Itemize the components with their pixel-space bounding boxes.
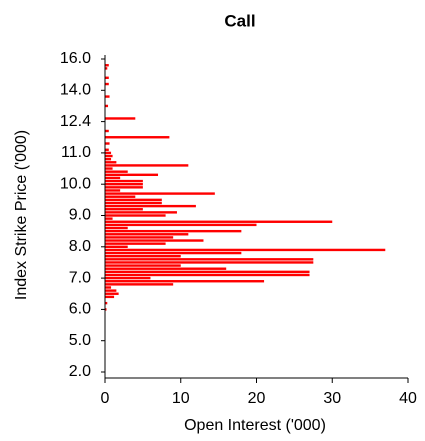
y-axis-title: Index Strike Price ('000) [13,130,30,300]
bar [105,226,128,230]
bar [105,211,177,214]
x-tick-label: 40 [399,390,417,407]
bar [105,267,227,270]
bar [105,220,333,223]
bar [105,95,110,98]
y-tick-label: 10.0 [60,175,91,192]
bar [105,167,113,170]
y-tick-label: 5.0 [69,332,91,349]
bar [105,229,242,233]
bar [105,164,189,167]
bar [105,183,143,186]
x-tick-label: 30 [323,390,341,407]
bar [105,76,109,79]
bar [105,104,109,108]
bar [105,67,108,70]
bar [105,242,166,245]
bar [105,280,265,283]
bar [105,161,117,164]
bar [105,208,143,211]
bar [105,301,108,305]
y-tick-label: 11.0 [61,144,91,161]
y-tick-label: 8.0 [69,238,91,255]
bar [105,157,112,161]
bar [105,289,117,292]
bar [105,308,107,311]
x-tick-label: 20 [248,390,266,407]
bar [105,245,128,248]
bar [105,189,121,192]
bar [105,204,196,208]
bar [105,136,170,139]
x-tick-label: 0 [101,390,110,407]
bar [105,148,109,151]
x-axis-title: Open Interest ('000) [184,417,326,434]
y-tick-label: 9.0 [69,207,91,224]
bar [105,239,204,242]
bar [105,270,310,274]
bar [105,286,112,289]
bar [105,248,386,252]
y-tick-label: 14.0 [60,82,91,99]
bar [105,154,113,158]
bar [105,223,257,227]
y-tick-label: 16.0 [60,50,91,67]
y-tick-label: 7.0 [69,269,91,286]
bar [105,261,314,264]
bar [105,129,109,133]
bar [105,173,159,177]
y-tick-label: 12.4 [60,113,91,130]
bar [105,251,242,255]
chart-title: Call [224,11,255,30]
bar [105,236,174,239]
bar [105,254,181,258]
bar [105,233,189,236]
bar [105,179,143,183]
bar [105,186,143,189]
bar [105,198,162,202]
bar [105,283,174,286]
bar [105,176,121,180]
bar [105,201,162,205]
bar [105,214,166,217]
bar [105,292,119,295]
bar [105,276,151,280]
y-tick-label: 6.0 [69,301,91,318]
bar [105,64,109,67]
bar [105,217,113,220]
bar [105,195,136,198]
bar [105,142,110,145]
bar [105,295,115,299]
bar [105,258,314,261]
bar [105,117,136,120]
bar [105,170,128,173]
bar [105,151,112,155]
bar [105,192,215,195]
bar [105,264,181,267]
y-tick-label: 2.0 [69,363,91,380]
x-tick-label: 10 [172,390,190,407]
bar [105,82,109,86]
bar [105,273,310,277]
